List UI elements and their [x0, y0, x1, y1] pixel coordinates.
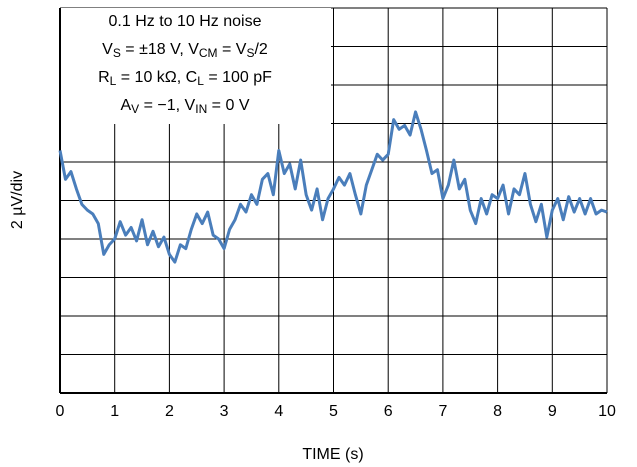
annotation-text: L — [110, 74, 117, 88]
annotation-line: RL = 10 kΩ, CL = 100 pF — [98, 69, 272, 88]
annotation-text: S — [113, 46, 121, 60]
annotation-box — [61, 8, 331, 124]
annotation-text: IN — [195, 102, 207, 116]
y-axis-label: 2 µV/div — [9, 171, 26, 229]
annotation-text: CM — [199, 46, 218, 60]
line-series — [58, 110, 608, 264]
annotation-text: A — [121, 97, 132, 114]
annotation-text: 0.1 Hz to 10 Hz noise — [109, 13, 262, 30]
annotation-line: 0.1 Hz to 10 Hz noise — [109, 13, 262, 30]
x-tick-label: 3 — [220, 403, 229, 420]
x-tick-label: 8 — [493, 403, 502, 420]
x-tick-label: 1 — [110, 403, 119, 420]
x-tick-label: 0 — [56, 403, 65, 420]
x-tick-label: 5 — [329, 403, 338, 420]
annotation-text: /2 — [254, 41, 267, 58]
x-axis-label: TIME (s) — [302, 446, 363, 463]
x-tick-label: 6 — [384, 403, 393, 420]
annotation-line: VS = ±18 V, VCM = VS/2 — [102, 41, 268, 60]
annotation-text: = ±18 V, V — [121, 41, 199, 58]
x-tick-label: 4 — [274, 403, 283, 420]
annotation-text: = −1, V — [139, 97, 195, 114]
annotation-text: V — [102, 41, 113, 58]
annotation-text: = 10 kΩ, C — [116, 69, 197, 86]
annotation-text: V — [131, 102, 139, 116]
x-tick-label: 2 — [165, 403, 174, 420]
annotation-text: = 0 V — [207, 97, 250, 114]
x-tick-label: 9 — [548, 403, 557, 420]
annotation-text: = 100 pF — [204, 69, 272, 86]
annotation-line: AV = −1, VIN = 0 V — [121, 97, 250, 116]
annotation-text: S — [246, 46, 254, 60]
annotation-text: L — [197, 74, 204, 88]
annotation-text: R — [98, 69, 110, 86]
x-tick-label: 10 — [598, 403, 616, 420]
x-tick-label: 7 — [438, 403, 447, 420]
annotation-text: = V — [218, 41, 247, 58]
